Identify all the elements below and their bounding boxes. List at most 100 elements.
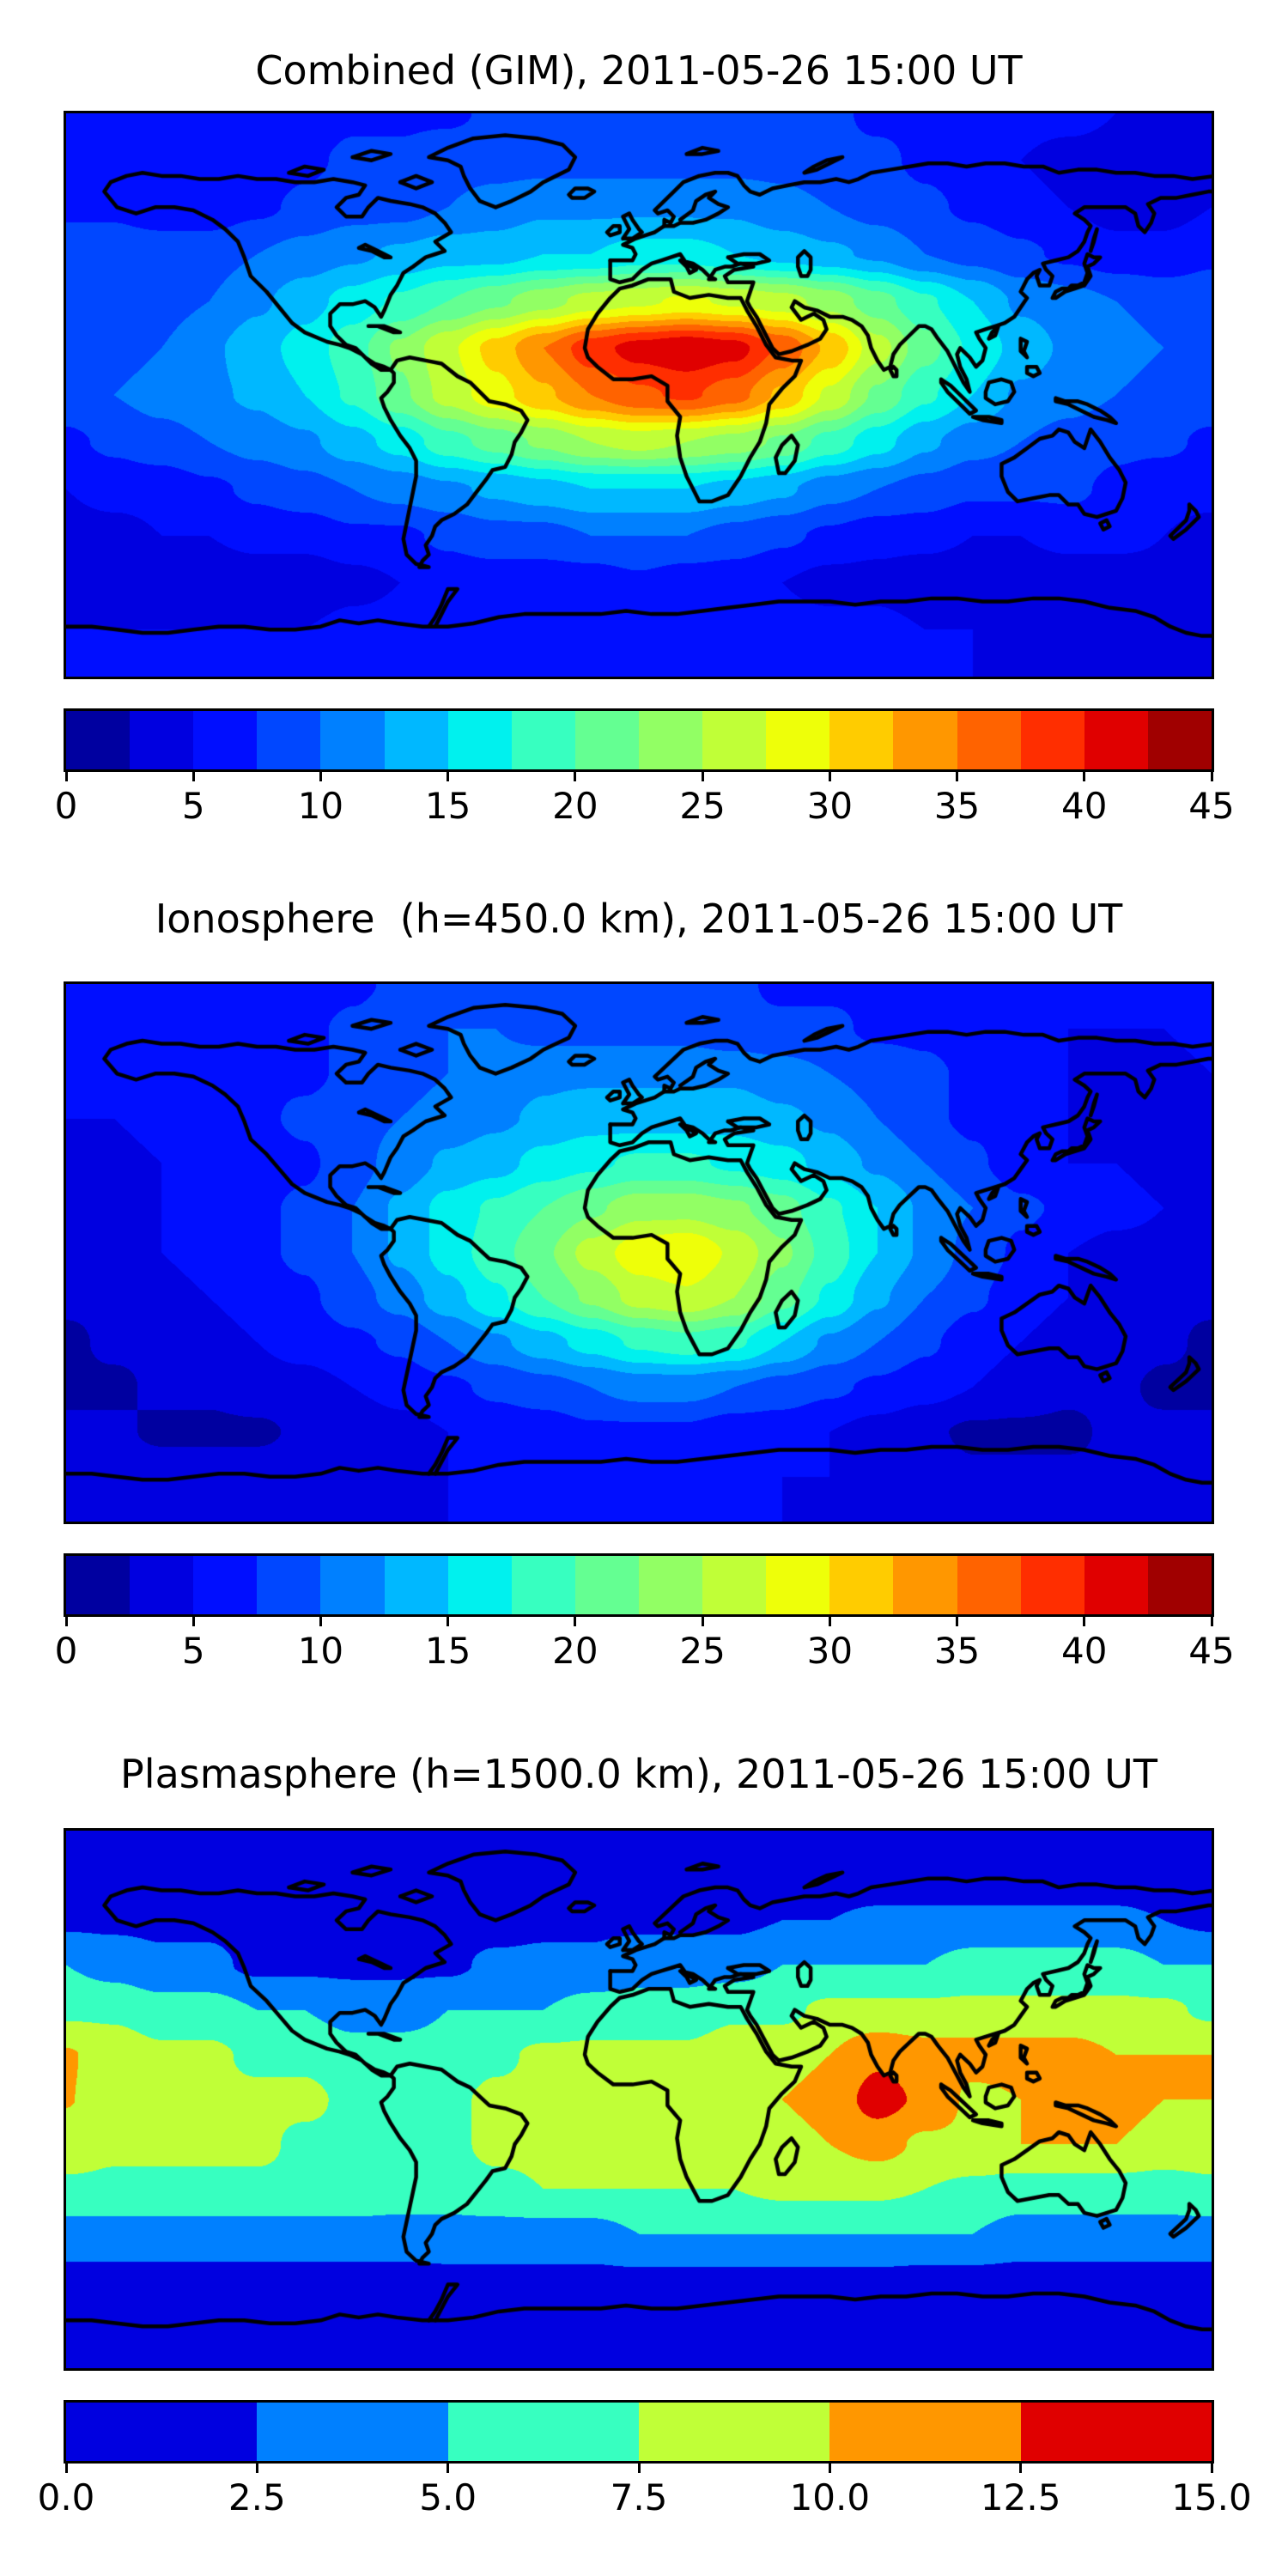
map-title-ionosphere: Ionosphere (h=450.0 km), 2011-05-26 15:0…	[155, 896, 1123, 942]
map-frame-ionosphere	[64, 981, 1214, 1524]
colorbar-segment	[829, 711, 894, 769]
colorbar-ticks-plasmasphere	[64, 2461, 1213, 2473]
colorbar-segment	[1084, 1556, 1148, 1614]
colorbar-tick	[828, 2461, 831, 2473]
colorbar-tick-label: 25	[679, 785, 726, 827]
colorbar-tick	[447, 2461, 450, 2473]
colorbar-tick-label: 30	[806, 785, 854, 827]
colorbar-plasmasphere	[64, 2400, 1214, 2464]
colorbar-tick	[64, 2461, 68, 2473]
colorbar-tick	[701, 769, 704, 781]
colorbar-segment	[638, 2403, 830, 2461]
colorbar-tick	[1210, 2461, 1213, 2473]
colorbar-tick	[319, 1614, 322, 1626]
colorbar-tick	[574, 769, 577, 781]
colorbar-tick	[319, 769, 322, 781]
colorbar-tick	[64, 1614, 68, 1626]
colorbar-segment	[257, 711, 321, 769]
colorbar-segment	[511, 1556, 575, 1614]
colorbar-segment	[193, 711, 258, 769]
colorbar-tick	[1083, 1614, 1086, 1626]
colorbar-tick	[447, 769, 450, 781]
colorbar-tick-label: 45	[1188, 785, 1235, 827]
colorbar-ticks-ionosphere	[64, 1614, 1213, 1626]
colorbar-tick-label: 0	[54, 1630, 78, 1672]
colorbar-segment	[829, 1556, 894, 1614]
colorbar-segment	[766, 1556, 830, 1614]
colorbar-segment	[1020, 711, 1084, 769]
colorbar-tick-label: 0	[54, 785, 78, 827]
colorbar-tick-label: 15.0	[1171, 2476, 1252, 2518]
map-frame-combined	[64, 111, 1214, 679]
map-canvas-combined	[66, 113, 1212, 677]
colorbar-segment	[1147, 1556, 1212, 1614]
colorbar-segment	[511, 711, 575, 769]
map-frame-plasmasphere	[64, 1828, 1214, 2371]
colorbar-tick-label: 25	[679, 1630, 726, 1672]
colorbar-segment	[1084, 711, 1148, 769]
colorbar-tick	[637, 2461, 641, 2473]
colorbar-segment	[1147, 711, 1212, 769]
colorbar-tick-label: 10.0	[789, 2476, 871, 2518]
colorbar-tick	[956, 1614, 959, 1626]
colorbar-segment	[638, 711, 703, 769]
colorbar-tick-label: 40	[1061, 1630, 1108, 1672]
colorbar-tick-label: 10	[297, 1630, 344, 1672]
colorbar-tick	[447, 1614, 450, 1626]
colorbar-ticks-combined	[64, 769, 1213, 781]
colorbar-segment	[447, 1556, 512, 1614]
colorbar-tick	[1210, 1614, 1213, 1626]
colorbar-labels-combined: 0 5 10 15 20 25 30 35 40 45	[55, 785, 1235, 829]
colorbar-tick	[1210, 769, 1213, 781]
colorbar-segment	[320, 1556, 385, 1614]
colorbar-labels-ionosphere: 0 5 10 15 20 25 30 35 40 45	[55, 1630, 1235, 1674]
colorbar-tick-label: 5	[181, 785, 205, 827]
map-title-combined: Combined (GIM), 2011-05-26 15:00 UT	[255, 47, 1023, 94]
colorbar-segment	[638, 1556, 703, 1614]
colorbar-tick-label: 20	[552, 785, 598, 827]
colorbar-segment	[66, 1556, 131, 1614]
colorbar-segment	[766, 711, 830, 769]
colorbar-tick-label: 10	[297, 785, 344, 827]
colorbar-segment	[702, 711, 767, 769]
colorbar-segment	[66, 711, 131, 769]
colorbar-tick-label: 40	[1061, 785, 1108, 827]
colorbar-tick-label: 45	[1188, 1630, 1235, 1672]
colorbar-segment	[257, 2403, 448, 2461]
colorbar-segment	[320, 711, 385, 769]
colorbar-tick	[191, 1614, 195, 1626]
colorbar-tick-label: 30	[806, 1630, 854, 1672]
colorbar-segment	[384, 1556, 448, 1614]
colorbar-tick	[64, 769, 68, 781]
colorbar-tick	[956, 769, 959, 781]
colorbar-tick-label: 0.0	[37, 2476, 95, 2518]
colorbar-tick	[828, 1614, 831, 1626]
colorbar-tick	[191, 769, 195, 781]
colorbar-segment	[1020, 2403, 1212, 2461]
colorbar-segment	[893, 711, 957, 769]
colorbar-tick-label: 2.5	[228, 2476, 286, 2518]
colorbar-segment	[957, 711, 1021, 769]
colorbar-segment	[702, 1556, 767, 1614]
colorbar-labels-plasmasphere: 0.0 2.5 5.0 7.5 10.0 12.5 15.0	[38, 2476, 1252, 2521]
colorbar-tick	[1083, 769, 1086, 781]
colorbar-segment	[447, 711, 512, 769]
map-canvas-plasmasphere	[66, 1831, 1212, 2368]
colorbar-tick-label: 7.5	[610, 2476, 668, 2518]
colorbar-tick-label: 5	[181, 1630, 205, 1672]
colorbar-tick	[255, 2461, 258, 2473]
colorbar-tick-label: 15	[424, 1630, 471, 1672]
colorbar-segment	[130, 1556, 194, 1614]
colorbar-tick-label: 35	[933, 785, 981, 827]
colorbar-segment	[574, 1556, 639, 1614]
colorbar-tick-label: 5.0	[419, 2476, 477, 2518]
colorbar-combined	[64, 708, 1214, 772]
colorbar-segment	[893, 1556, 957, 1614]
colorbar-segment	[574, 711, 639, 769]
colorbar-tick-label: 35	[933, 1630, 981, 1672]
colorbar-tick-label: 12.5	[980, 2476, 1061, 2518]
colorbar-segment	[447, 2403, 639, 2461]
colorbar-tick	[828, 769, 831, 781]
colorbar-tick	[1019, 2461, 1023, 2473]
